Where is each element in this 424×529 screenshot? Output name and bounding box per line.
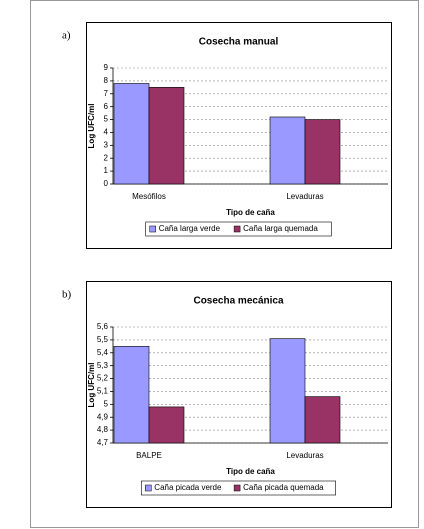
- y-tick-label: 1: [104, 166, 109, 175]
- chart-title: Cosecha mecánica: [193, 296, 283, 307]
- legend-label: Caña picada verde: [154, 483, 222, 492]
- bar: [148, 406, 185, 444]
- legend-swatch: [145, 484, 152, 492]
- panel-label: b): [62, 289, 72, 301]
- bar: [148, 87, 185, 185]
- x-tick-label: Levaduras: [286, 451, 323, 460]
- y-tick-label: 9: [104, 63, 109, 72]
- panel-label: a): [62, 30, 71, 42]
- y-tick-label: 5,2: [97, 374, 109, 383]
- chart-title: Cosecha manual: [199, 37, 279, 48]
- bar: [269, 338, 306, 444]
- x-axis-title: Tipo de caña: [226, 467, 275, 476]
- legend-label: Caña larga quemada: [243, 224, 318, 233]
- y-tick-label: 8: [104, 76, 109, 85]
- chart-frame: [86, 281, 392, 508]
- y-axis-title: Log UFC/ml: [87, 363, 96, 408]
- y-tick-label: 5,1: [97, 387, 109, 396]
- y-tick-label: 4,9: [97, 412, 109, 421]
- y-tick-label: 4,7: [97, 438, 109, 447]
- y-tick-label: 5: [104, 399, 109, 408]
- x-tick-label: BALPE: [136, 451, 162, 460]
- y-tick-label: 5,4: [97, 348, 109, 357]
- y-tick-label: 5,3: [97, 361, 109, 370]
- y-tick-label: 4,8: [97, 425, 109, 434]
- bar: [304, 396, 341, 444]
- y-tick-label: 4: [104, 128, 109, 137]
- legend-swatch: [233, 484, 241, 492]
- y-tick-label: 2: [104, 153, 109, 162]
- legend-swatch: [233, 225, 241, 233]
- y-tick-label: 5,6: [97, 322, 109, 331]
- y-tick-label: 6: [104, 102, 109, 111]
- bar: [304, 119, 341, 185]
- bar: [113, 83, 150, 185]
- y-axis-title: Log UFC/ml: [87, 104, 96, 149]
- x-axis-title: Tipo de caña: [226, 208, 275, 217]
- x-tick-label: Mesófilos: [132, 192, 166, 201]
- x-tick-label: Levaduras: [286, 192, 323, 201]
- legend-swatch: [149, 225, 156, 233]
- y-tick-label: 0: [104, 179, 109, 188]
- legend-label: Caña larga verde: [159, 224, 221, 233]
- bar: [113, 346, 150, 444]
- bar: [269, 116, 306, 185]
- legend-label: Caña picada quemada: [243, 483, 324, 492]
- y-tick-label: 3: [104, 140, 109, 149]
- y-tick-label: 7: [104, 89, 109, 98]
- y-tick-label: 5: [104, 115, 109, 124]
- y-tick-label: 5,5: [97, 335, 109, 344]
